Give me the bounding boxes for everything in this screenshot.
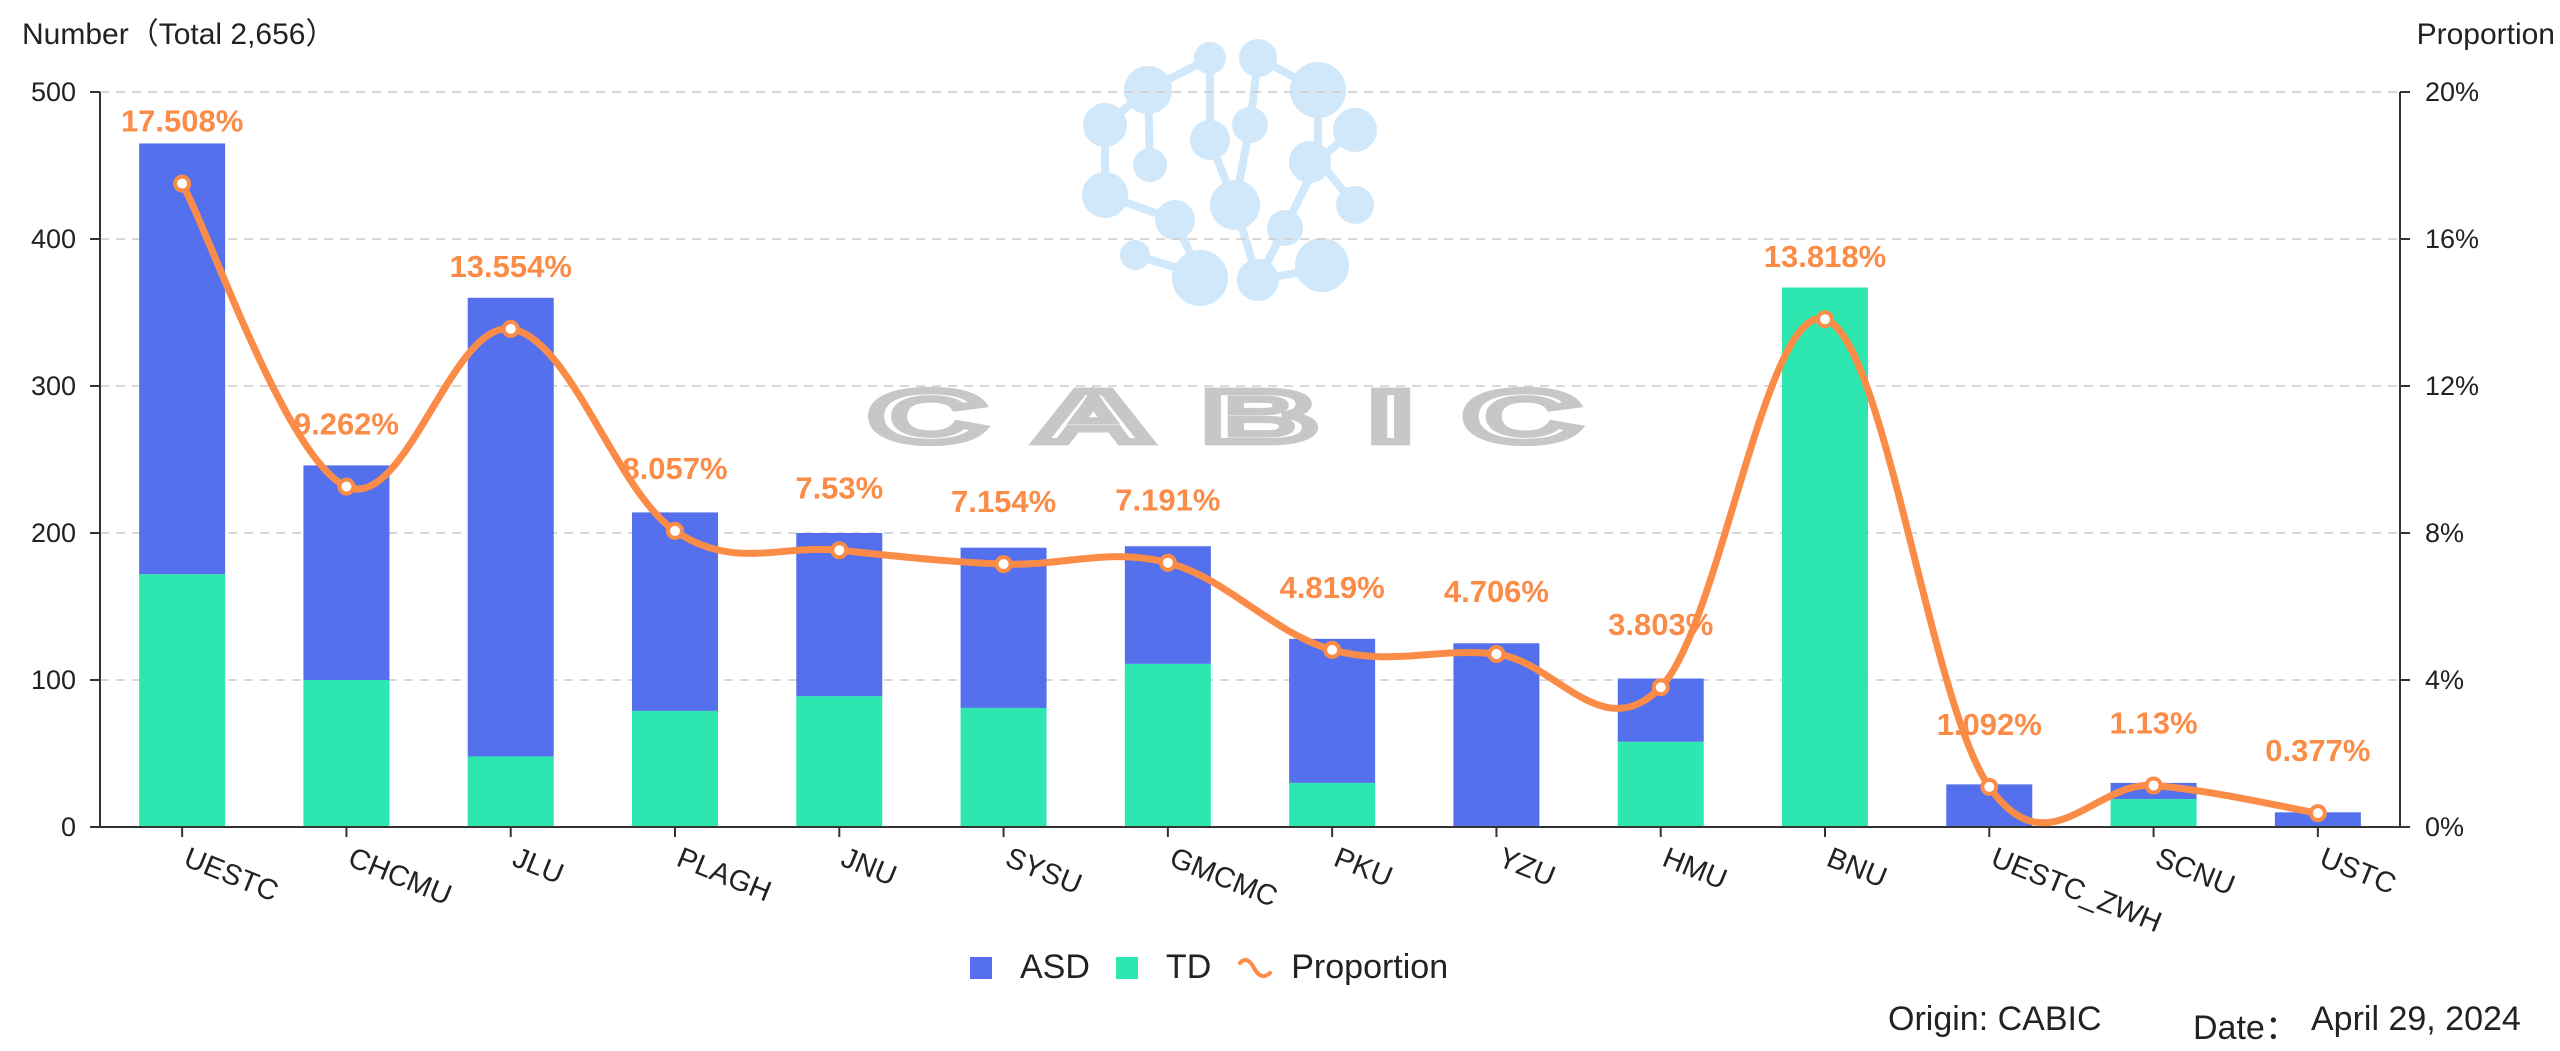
proportion-label-bnu: 13.818% [1764, 239, 1886, 274]
proportion-point-jlu [501, 319, 520, 338]
bar-td-uestc [139, 574, 226, 827]
proportion-point-scnu [2144, 776, 2163, 795]
proportion-point-plagh [666, 521, 684, 540]
bar-asd-sysu [960, 547, 1047, 708]
x-tick-label: SCNU [2151, 842, 2239, 902]
right-tick-label: 0% [2425, 812, 2464, 842]
proportion-point-yzu [1487, 645, 1506, 664]
x-tick-label: GMCMC [1165, 842, 1282, 914]
left-axis-title: Number（Total 2,656） [22, 18, 335, 51]
x-tick-label: PLAGH [672, 842, 775, 909]
bar-td-scnu [2110, 799, 2197, 827]
legend-label-proportion: Proportion [1291, 948, 1449, 986]
cabic-logo: CABIC [864, 39, 1631, 463]
left-tick-label: 200 [31, 518, 76, 548]
right-tick-label: 4% [2425, 665, 2464, 695]
left-tick-label: 100 [31, 665, 76, 695]
proportion-label-uestc: 17.508% [121, 104, 243, 139]
proportion-label-hmu: 3.803% [1608, 607, 1713, 642]
proportion-label-sysu: 7.154% [951, 484, 1056, 519]
right-tick-label: 16% [2425, 224, 2479, 254]
x-tick-label: UESTC_ZWH [1987, 842, 2166, 939]
legend-line-icon [1238, 957, 1273, 978]
left-tick-label: 0 [61, 812, 76, 842]
legend-label-asd: ASD [1020, 948, 1090, 986]
proportion-label-jnu: 7.53% [795, 470, 883, 505]
date-label: Date： [2193, 1009, 2299, 1047]
x-tick-label: USTC [2315, 842, 2400, 901]
brain-network-icon [1082, 39, 1377, 306]
legend-item-asd[interactable]: ASD [970, 948, 1090, 987]
proportion-point-bnu [1816, 310, 1834, 329]
bar-td-gmcmc [1124, 663, 1211, 827]
left-tick-label: 500 [31, 77, 76, 107]
legend-swatch-asd [970, 956, 992, 979]
proportion-point-pku [1323, 640, 1342, 659]
x-tick-label: CHCMU [344, 842, 456, 912]
bar-asd-plagh [632, 512, 718, 711]
bar-asd-pku [1289, 638, 1376, 783]
origin-text: Origin: CABIC [1888, 1000, 2102, 1038]
legend-item-td[interactable]: TD [1115, 948, 1212, 987]
x-tick-label: UESTC [180, 842, 283, 908]
x-tick-label: JNU [837, 842, 901, 893]
x-tick-label: BNU [1822, 842, 1891, 895]
watermark-text: CABIC [870, 376, 1631, 457]
proportion-label-ustc: 0.377% [2265, 733, 2370, 768]
proportion-label-gmcmc: 7.191% [1115, 483, 1220, 518]
bar-td-sysu [960, 707, 1047, 827]
bar-asd-uestc [139, 143, 226, 575]
proportion-point-chcmu [337, 477, 356, 496]
legend-item-proportion[interactable]: Proportion [1237, 948, 1448, 987]
proportion-line [173, 174, 2327, 827]
legend-label-td: TD [1165, 948, 1212, 986]
x-tick-label: SYSU [1001, 842, 1086, 901]
bar-td-pku [1289, 782, 1376, 827]
right-tick-label: 20% [2425, 77, 2479, 107]
proportion-point-uestc_zwh [1980, 777, 1999, 796]
proportion-point-gmcmc [1158, 553, 1177, 572]
right-axis-title: Proportion [2417, 18, 2555, 51]
right-tick-label: 12% [2425, 371, 2479, 401]
x-tick-label: PKU [1330, 842, 1397, 894]
bar-td-plagh [632, 710, 718, 827]
proportion-label-yzu: 4.706% [1444, 574, 1549, 609]
proportion-point-ustc [2308, 804, 2327, 823]
proportion-label-uestc_zwh: 1.092% [1937, 707, 2042, 742]
data-labels: 17.508% 9.262% 13.554% 8.057% 7.53% 7.154% 7.1… [121, 104, 2370, 769]
date-value: April 29, 2024 [2311, 1000, 2521, 1038]
x-tick-label: JLU [508, 842, 568, 891]
bar-td-chcmu [303, 680, 390, 827]
left-tick-label: 400 [31, 224, 76, 254]
x-tick-label: HMU [1658, 842, 1731, 896]
proportion-point-jnu [830, 541, 849, 560]
legend-swatch-td [1115, 956, 1138, 979]
proportion-point-hmu [1651, 678, 1670, 697]
bar-asd-jnu [796, 533, 883, 697]
bar-asd-jlu [467, 297, 554, 757]
proportion-label-pku: 4.819% [1280, 570, 1385, 605]
bar-td-bnu [1782, 287, 1868, 827]
bar-td-jnu [796, 696, 883, 827]
bars [139, 143, 2361, 827]
x-tick-label: YZU [1494, 842, 1560, 893]
left-tick-label: 300 [31, 371, 76, 401]
bar-td-jlu [467, 756, 554, 827]
proportion-point-uestc [173, 174, 192, 193]
proportion-label-plagh: 8.057% [622, 451, 727, 486]
proportion-point-sysu [994, 555, 1013, 574]
legend: ASD TD Proportion [970, 948, 1474, 987]
proportion-label-chcmu: 9.262% [294, 407, 399, 442]
proportion-label-scnu: 1.13% [2110, 705, 2198, 740]
bar-asd-yzu [1453, 643, 1540, 827]
bar-asd-chcmu [303, 465, 390, 680]
right-tick-label: 8% [2425, 518, 2464, 548]
bar-td-hmu [1617, 741, 1704, 827]
proportion-label-jlu: 13.554% [450, 249, 572, 284]
